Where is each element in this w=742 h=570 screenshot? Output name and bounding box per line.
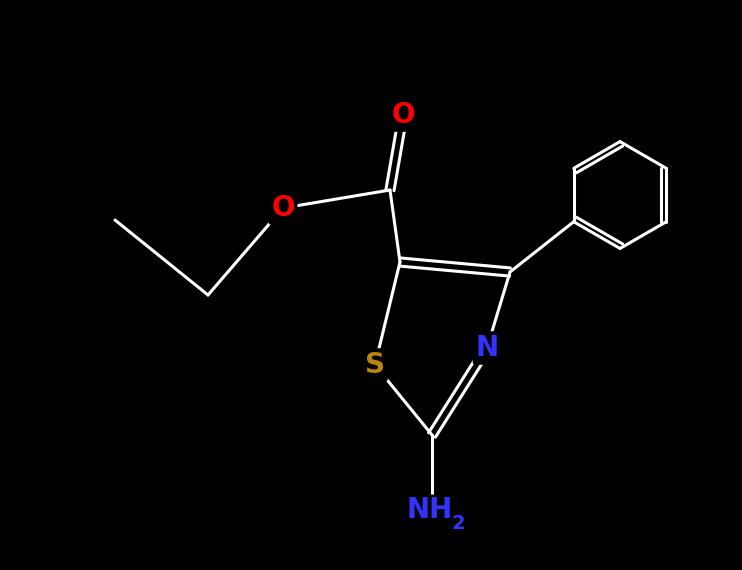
Text: NH: NH	[407, 496, 453, 524]
Text: 2: 2	[451, 514, 464, 533]
Text: O: O	[272, 194, 295, 222]
Text: S: S	[365, 351, 385, 379]
Text: N: N	[476, 334, 499, 362]
Text: O: O	[391, 101, 415, 129]
